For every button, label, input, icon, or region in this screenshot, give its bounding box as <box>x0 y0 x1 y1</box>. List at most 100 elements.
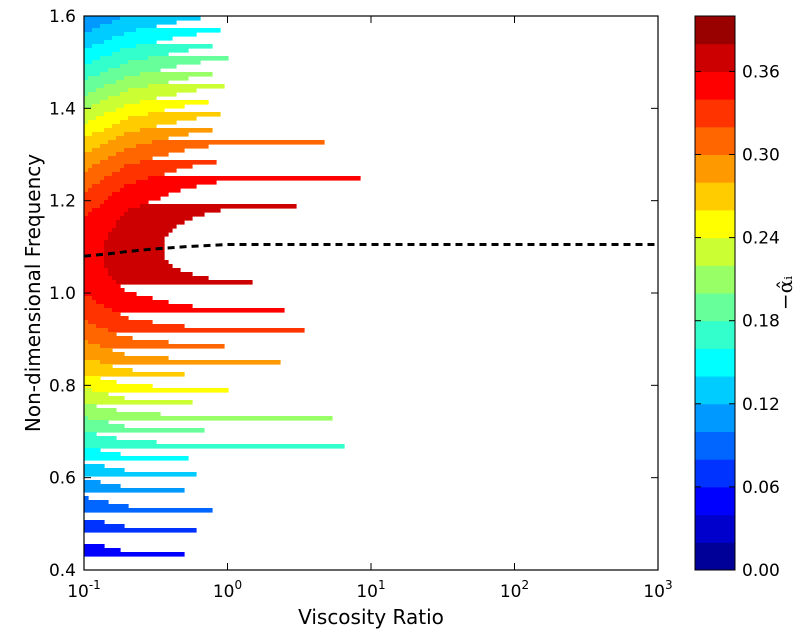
contour-cell <box>84 56 101 61</box>
contour-cell <box>84 508 213 513</box>
contour-cell <box>140 204 297 209</box>
y-axis-ticks: 0.4 0.6 0.8 1.0 1.2 1.4 1.6 <box>49 7 658 581</box>
contour-cell <box>100 160 141 165</box>
contour-cell <box>84 20 113 25</box>
contour-cell <box>116 152 169 157</box>
contour-cell <box>88 212 125 217</box>
colorbar-label: −α̂ᵢ <box>773 276 797 310</box>
contour-cell <box>120 168 177 173</box>
y-tick-label: 0.6 <box>49 469 76 489</box>
contour-cell <box>128 208 221 213</box>
contour-cell <box>136 28 221 33</box>
contour-cell <box>108 196 161 201</box>
contour-cell <box>84 360 101 365</box>
colorbar-tick-label: 0.18 <box>742 312 780 332</box>
colorbar-band <box>695 542 735 571</box>
colorbar-tick-label: 0.12 <box>742 395 780 415</box>
contour-cell <box>84 528 197 533</box>
contour-cell <box>84 364 113 369</box>
contour-cell <box>84 116 97 121</box>
contour-cell <box>88 340 169 345</box>
contour-cell <box>84 324 97 329</box>
contour-cell <box>112 36 173 41</box>
contour-cell <box>84 344 101 349</box>
contour-cell <box>84 224 117 229</box>
contour-cell <box>148 112 221 117</box>
contour-cell <box>84 276 113 281</box>
contour-cell <box>84 332 117 337</box>
colorbar-tick-label: 0.30 <box>742 146 780 166</box>
contour-cell <box>108 140 153 145</box>
contour-cell <box>88 188 121 193</box>
colorbar-band <box>695 16 735 45</box>
contour-cell <box>84 440 157 445</box>
contour-cell <box>84 348 113 353</box>
colorbar-ticks: 0.00 0.06 0.12 0.18 0.24 0.30 0.36 <box>695 62 780 581</box>
contour-cell <box>84 308 113 313</box>
contour-cell <box>120 16 201 21</box>
contour-cell <box>124 76 189 81</box>
contour-cell <box>104 260 169 265</box>
contour-cell <box>104 112 149 117</box>
contour-cell <box>84 456 189 461</box>
contour-cell <box>84 80 117 85</box>
colorbar-band <box>695 182 735 211</box>
contour-cell <box>128 88 197 93</box>
contour-cell <box>100 56 149 61</box>
contour-cell <box>92 132 125 137</box>
contour-cell <box>92 28 137 33</box>
contour-cell <box>124 32 197 37</box>
colorbar-band <box>695 459 735 488</box>
contour-cell <box>96 300 169 305</box>
contour-cell <box>84 272 109 277</box>
contour-cell <box>84 452 121 457</box>
contour-cell <box>84 260 105 265</box>
contour-cell <box>104 40 157 45</box>
contour-cell <box>88 168 121 173</box>
colorbar-band <box>695 99 735 128</box>
contour-cell <box>136 144 209 149</box>
contour-cell <box>84 108 117 113</box>
contour-cell <box>124 132 189 137</box>
contour-cell <box>120 188 181 193</box>
contour-cell <box>84 204 101 209</box>
contour-cell <box>112 192 169 197</box>
colorbar-band <box>695 403 735 432</box>
contour-cell <box>84 252 105 257</box>
contour-cell <box>100 144 137 149</box>
contour-cell <box>84 52 113 57</box>
contour-cell <box>84 40 105 45</box>
contour-cell <box>84 28 93 33</box>
max-growth-line-layer <box>84 243 658 258</box>
contour-cell <box>84 300 97 305</box>
contour-cell <box>84 372 185 377</box>
contour-cell <box>116 80 169 85</box>
contour-cell <box>84 128 105 133</box>
contour-cell <box>108 272 193 277</box>
contour-cell <box>84 192 113 197</box>
contour-cell <box>84 436 117 441</box>
contour-cell <box>100 72 141 77</box>
contour-cell <box>124 184 197 189</box>
contour-cell <box>112 308 285 313</box>
contour-cell <box>92 148 125 153</box>
contour-cell <box>104 176 149 181</box>
contour-cell <box>84 292 137 297</box>
contour-cell <box>120 92 177 97</box>
contour-cell <box>108 68 161 73</box>
contour-cell <box>84 92 89 97</box>
colorbar-tick-label: 0.36 <box>742 62 780 82</box>
contour-cell <box>88 320 153 325</box>
contour-cell <box>84 488 185 493</box>
contour-cell <box>84 336 133 341</box>
contour-cell <box>92 208 129 213</box>
colorbar-frame <box>694 15 736 571</box>
contour-cell <box>104 200 149 205</box>
colorbar-band <box>695 126 735 155</box>
y-tick-label: 1.4 <box>49 99 76 119</box>
contour-cell <box>124 212 205 217</box>
contour-cell <box>84 188 89 193</box>
colorbar-band <box>695 265 735 294</box>
contour-cell <box>116 280 253 285</box>
